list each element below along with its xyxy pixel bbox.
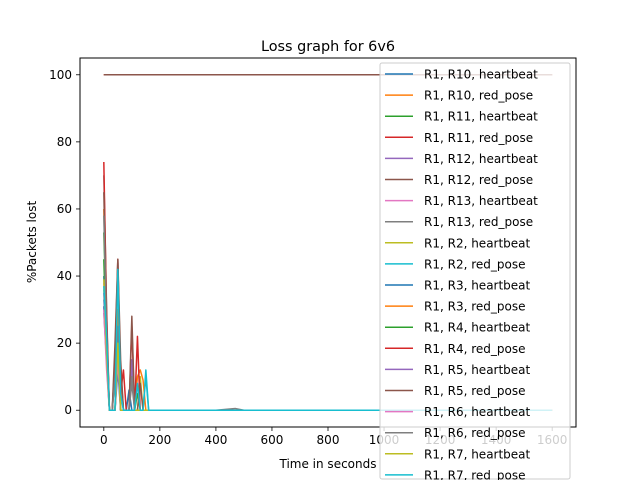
x-tick-label: 0 <box>100 433 108 447</box>
chart-title: Loss graph for 6v6 <box>261 39 395 55</box>
y-axis-ticks: 0 20 40 60 80 100 <box>49 68 80 417</box>
legend-entry: R1, R13, heartbeat <box>424 194 538 208</box>
x-tick-label: 200 <box>148 433 171 447</box>
legend-entry: R1, R5, heartbeat <box>424 363 531 377</box>
legend-entry: R1, R7, heartbeat <box>424 447 531 461</box>
legend-entry: R1, R6, heartbeat <box>424 405 531 419</box>
legend-entry: R1, R2, heartbeat <box>424 236 531 250</box>
legend-entry: R1, R5, red_pose <box>424 384 525 398</box>
legend-entry: R1, R12, red_pose <box>424 173 533 187</box>
legend-entry: R1, R7, red_pose <box>424 468 525 480</box>
plot-area <box>103 74 553 411</box>
series-layer <box>103 74 553 411</box>
legend-entry: R1, R3, heartbeat <box>424 279 531 293</box>
y-tick-label: 20 <box>57 336 72 350</box>
legend-entry: R1, R10, heartbeat <box>424 68 538 82</box>
x-tick-label: 800 <box>317 433 340 447</box>
y-axis-label: %Packets lost <box>25 201 39 284</box>
legend-entry: R1, R2, red_pose <box>424 257 525 271</box>
legend-entry: R1, R11, red_pose <box>424 131 533 145</box>
y-tick-label: 60 <box>57 202 72 216</box>
legend-entry: R1, R11, heartbeat <box>424 110 538 124</box>
legend-entry: R1, R12, heartbeat <box>424 152 538 166</box>
legend-box <box>379 62 571 480</box>
y-tick-label: 0 <box>64 403 72 417</box>
legend-entry: R1, R13, red_pose <box>424 215 533 229</box>
y-tick-label: 100 <box>49 68 72 82</box>
x-axis-label: Time in seconds <box>279 457 377 471</box>
legend-entry: R1, R3, red_pose <box>424 300 525 314</box>
x-tick-label: 600 <box>261 433 284 447</box>
series-line-20 <box>103 268 553 411</box>
x-tick-label: 400 <box>204 433 227 447</box>
legend-entry: R1, R4, heartbeat <box>424 321 531 335</box>
legend-entry: R1, R4, red_pose <box>424 342 525 356</box>
legend-entry: R1, R6, red_pose <box>424 426 525 440</box>
y-tick-label: 80 <box>57 135 72 149</box>
y-tick-label: 40 <box>57 269 72 283</box>
legend: R1, R10, heartbeat R1, R10, red_pose R1, R… <box>379 62 571 480</box>
legend-entry: R1, R10, red_pose <box>424 89 533 103</box>
